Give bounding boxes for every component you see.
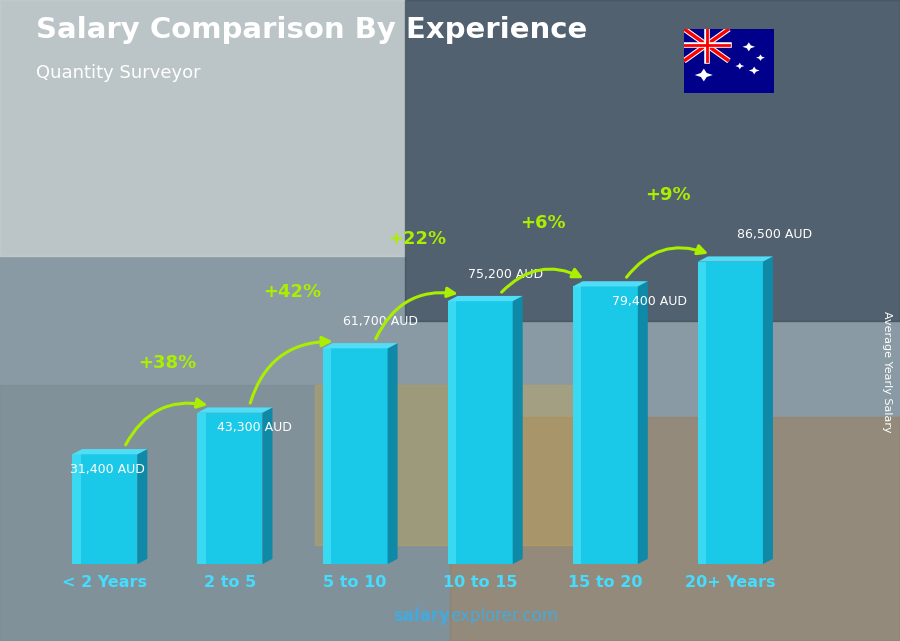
Polygon shape: [72, 449, 148, 454]
Bar: [450, 417, 900, 641]
Polygon shape: [756, 54, 765, 61]
Polygon shape: [388, 343, 398, 564]
Text: 61,700 AUD: 61,700 AUD: [343, 315, 418, 328]
Polygon shape: [742, 42, 755, 51]
Polygon shape: [447, 296, 523, 301]
Text: Average Yearly Salary: Average Yearly Salary: [881, 311, 892, 433]
Polygon shape: [197, 408, 273, 413]
Polygon shape: [138, 449, 148, 564]
Polygon shape: [695, 69, 713, 81]
Polygon shape: [322, 343, 398, 348]
Polygon shape: [698, 262, 763, 564]
Polygon shape: [698, 256, 773, 262]
Text: +38%: +38%: [139, 354, 196, 372]
Polygon shape: [513, 296, 523, 564]
Text: 43,300 AUD: 43,300 AUD: [218, 421, 292, 435]
Polygon shape: [447, 301, 513, 564]
Text: Salary Comparison By Experience: Salary Comparison By Experience: [36, 16, 587, 44]
Polygon shape: [197, 413, 263, 564]
Polygon shape: [735, 63, 744, 69]
Text: +6%: +6%: [520, 214, 565, 232]
Text: 75,200 AUD: 75,200 AUD: [468, 267, 543, 281]
Polygon shape: [638, 281, 648, 564]
Text: +9%: +9%: [645, 187, 690, 204]
Bar: [315, 385, 585, 545]
Polygon shape: [263, 408, 273, 564]
Bar: [0, 385, 450, 641]
Text: 86,500 AUD: 86,500 AUD: [737, 228, 812, 241]
Polygon shape: [72, 454, 81, 564]
Polygon shape: [698, 262, 706, 564]
Polygon shape: [572, 287, 581, 564]
Polygon shape: [197, 413, 206, 564]
Polygon shape: [322, 348, 388, 564]
Text: 79,400 AUD: 79,400 AUD: [611, 295, 687, 308]
Polygon shape: [572, 287, 638, 564]
Polygon shape: [447, 301, 456, 564]
Text: 31,400 AUD: 31,400 AUD: [70, 463, 145, 476]
Polygon shape: [72, 454, 138, 564]
Bar: [405, 0, 900, 320]
Text: +22%: +22%: [389, 230, 446, 248]
Polygon shape: [763, 256, 773, 564]
Polygon shape: [749, 67, 760, 74]
Bar: [0, 0, 405, 256]
Text: Quantity Surveyor: Quantity Surveyor: [36, 64, 201, 82]
Text: +42%: +42%: [264, 283, 321, 301]
Polygon shape: [322, 348, 331, 564]
Text: salary: salary: [393, 607, 450, 625]
Polygon shape: [572, 281, 648, 287]
Text: explorer.com: explorer.com: [450, 607, 558, 625]
